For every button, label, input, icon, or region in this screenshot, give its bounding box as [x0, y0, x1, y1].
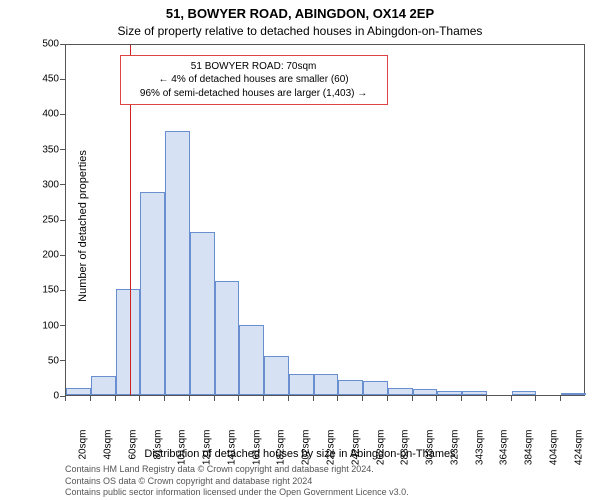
- histogram-bar: [165, 131, 190, 395]
- y-axis-title: Number of detached properties: [77, 150, 89, 302]
- histogram-bar: [338, 380, 363, 395]
- y-tick: [60, 184, 65, 185]
- histogram-bar: [413, 389, 438, 395]
- histogram-bar: [190, 232, 215, 395]
- x-tick-label: 323sqm: [449, 430, 460, 474]
- y-tick: [60, 44, 65, 45]
- y-tick-label: 50: [35, 355, 59, 366]
- x-tick-label: 242sqm: [350, 430, 361, 474]
- x-tick-label: 283sqm: [400, 430, 411, 474]
- y-tick-label: 500: [35, 39, 59, 50]
- y-tick: [60, 255, 65, 256]
- histogram-bar: [215, 281, 240, 395]
- y-tick: [60, 149, 65, 150]
- annotation-line: ← 4% of detached houses are smaller (60): [129, 73, 379, 87]
- histogram-bar: [314, 374, 339, 395]
- x-tick-label: 384sqm: [524, 430, 535, 474]
- x-tick: [90, 396, 91, 401]
- histogram-bar: [140, 192, 165, 395]
- x-tick-label: 343sqm: [474, 430, 485, 474]
- histogram-bar: [437, 391, 462, 395]
- x-tick: [387, 396, 388, 401]
- x-tick: [461, 396, 462, 401]
- x-tick-label: 141sqm: [226, 430, 237, 474]
- x-tick-label: 202sqm: [301, 430, 312, 474]
- x-tick: [412, 396, 413, 401]
- histogram-bar: [388, 388, 413, 395]
- y-tick: [60, 220, 65, 221]
- y-tick-label: 450: [35, 74, 59, 85]
- histogram-bar: [264, 356, 289, 395]
- annotation-line: 51 BOWYER ROAD: 70sqm: [129, 60, 379, 74]
- y-tick: [60, 114, 65, 115]
- y-tick-label: 0: [35, 391, 59, 402]
- x-tick-label: 101sqm: [177, 430, 188, 474]
- annotation-box: 51 BOWYER ROAD: 70sqm← 4% of detached ho…: [120, 55, 388, 106]
- histogram-bar: [462, 391, 487, 395]
- x-tick: [560, 396, 561, 401]
- y-tick-label: 100: [35, 320, 59, 331]
- footer-line: Contains public sector information licen…: [65, 487, 409, 499]
- y-tick: [60, 290, 65, 291]
- histogram-bar: [91, 376, 116, 395]
- x-tick: [263, 396, 264, 401]
- histogram-bar: [66, 388, 91, 395]
- x-tick: [486, 396, 487, 401]
- x-tick: [214, 396, 215, 401]
- x-tick-label: 364sqm: [499, 430, 510, 474]
- y-tick-label: 200: [35, 250, 59, 261]
- x-tick-label: 182sqm: [276, 430, 287, 474]
- x-tick: [337, 396, 338, 401]
- y-tick: [60, 79, 65, 80]
- x-tick-label: 161sqm: [251, 430, 262, 474]
- histogram-bar: [561, 393, 586, 395]
- x-tick: [164, 396, 165, 401]
- x-tick-label: 81sqm: [152, 430, 163, 474]
- x-tick-label: 404sqm: [548, 430, 559, 474]
- x-tick-label: 60sqm: [127, 430, 138, 474]
- x-tick: [313, 396, 314, 401]
- y-tick: [60, 360, 65, 361]
- x-tick-label: 20sqm: [78, 430, 89, 474]
- chart-container: { "title_line1": "51, BOWYER ROAD, ABING…: [0, 0, 600, 500]
- histogram-bar: [289, 374, 314, 395]
- y-tick-label: 150: [35, 285, 59, 296]
- y-tick-label: 350: [35, 144, 59, 155]
- chart-title-main: 51, BOWYER ROAD, ABINGDON, OX14 2EP: [0, 6, 600, 21]
- histogram-bar: [363, 381, 388, 395]
- x-tick: [139, 396, 140, 401]
- histogram-bar: [512, 391, 537, 395]
- histogram-bar: [239, 325, 264, 395]
- y-tick-label: 300: [35, 179, 59, 190]
- x-tick-label: 262sqm: [375, 430, 386, 474]
- chart-title-sub: Size of property relative to detached ho…: [0, 24, 600, 38]
- x-tick: [436, 396, 437, 401]
- x-tick: [65, 396, 66, 401]
- y-tick: [60, 325, 65, 326]
- x-tick: [115, 396, 116, 401]
- annotation-line: 96% of semi-detached houses are larger (…: [129, 87, 379, 101]
- x-tick: [238, 396, 239, 401]
- x-tick-label: 121sqm: [202, 430, 213, 474]
- y-tick-label: 250: [35, 215, 59, 226]
- x-tick-label: 303sqm: [425, 430, 436, 474]
- x-tick: [511, 396, 512, 401]
- histogram-bar: [116, 289, 141, 395]
- x-tick-label: 424sqm: [573, 430, 584, 474]
- x-tick: [288, 396, 289, 401]
- y-tick-label: 400: [35, 109, 59, 120]
- x-tick: [535, 396, 536, 401]
- x-tick-label: 40sqm: [103, 430, 114, 474]
- footer-line: Contains OS data © Crown copyright and d…: [65, 476, 409, 488]
- x-tick-label: 222sqm: [326, 430, 337, 474]
- x-tick: [362, 396, 363, 401]
- x-tick: [189, 396, 190, 401]
